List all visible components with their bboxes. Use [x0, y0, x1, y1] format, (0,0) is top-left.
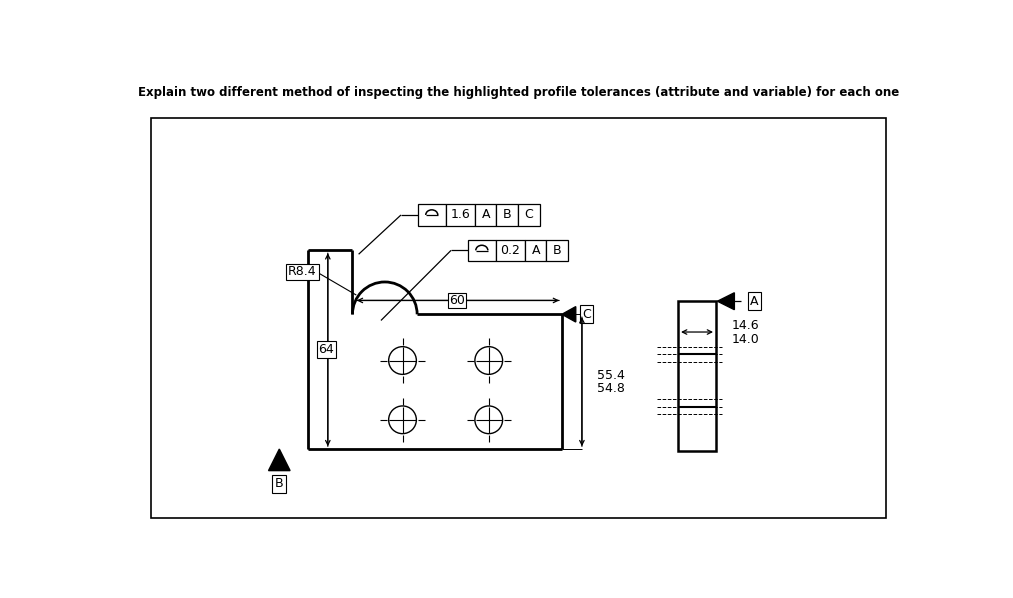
Text: Explain two different method of inspecting the highlighted profile tolerances (a: Explain two different method of inspecti…: [138, 86, 900, 99]
Text: A: A: [751, 295, 759, 308]
Text: C: C: [525, 209, 533, 221]
Bar: [418, 204, 446, 226]
Polygon shape: [268, 449, 290, 471]
Text: A: A: [532, 244, 540, 257]
Text: B: B: [553, 244, 561, 257]
Text: 64: 64: [318, 343, 334, 356]
Text: 1.6: 1.6: [451, 209, 470, 221]
Bar: [151, 118, 886, 518]
Bar: [678, 301, 716, 451]
Text: 60: 60: [449, 294, 465, 307]
Text: 0.2: 0.2: [500, 244, 521, 257]
Polygon shape: [562, 307, 575, 322]
Bar: [446, 204, 475, 226]
Bar: [468, 240, 495, 261]
Text: 14.6: 14.6: [731, 319, 759, 332]
Bar: [495, 240, 525, 261]
Text: 55.4: 55.4: [598, 368, 625, 382]
Text: C: C: [582, 308, 591, 321]
Text: R8.4: R8.4: [288, 266, 317, 279]
Bar: [496, 204, 518, 226]
Text: A: A: [481, 209, 490, 221]
Text: B: B: [275, 477, 284, 490]
Bar: [475, 204, 496, 226]
Bar: [546, 240, 568, 261]
Text: B: B: [502, 209, 512, 221]
Bar: [525, 240, 546, 261]
Polygon shape: [717, 293, 734, 310]
Text: 14.0: 14.0: [731, 333, 759, 346]
Text: 54.8: 54.8: [598, 383, 625, 395]
Bar: [518, 204, 540, 226]
